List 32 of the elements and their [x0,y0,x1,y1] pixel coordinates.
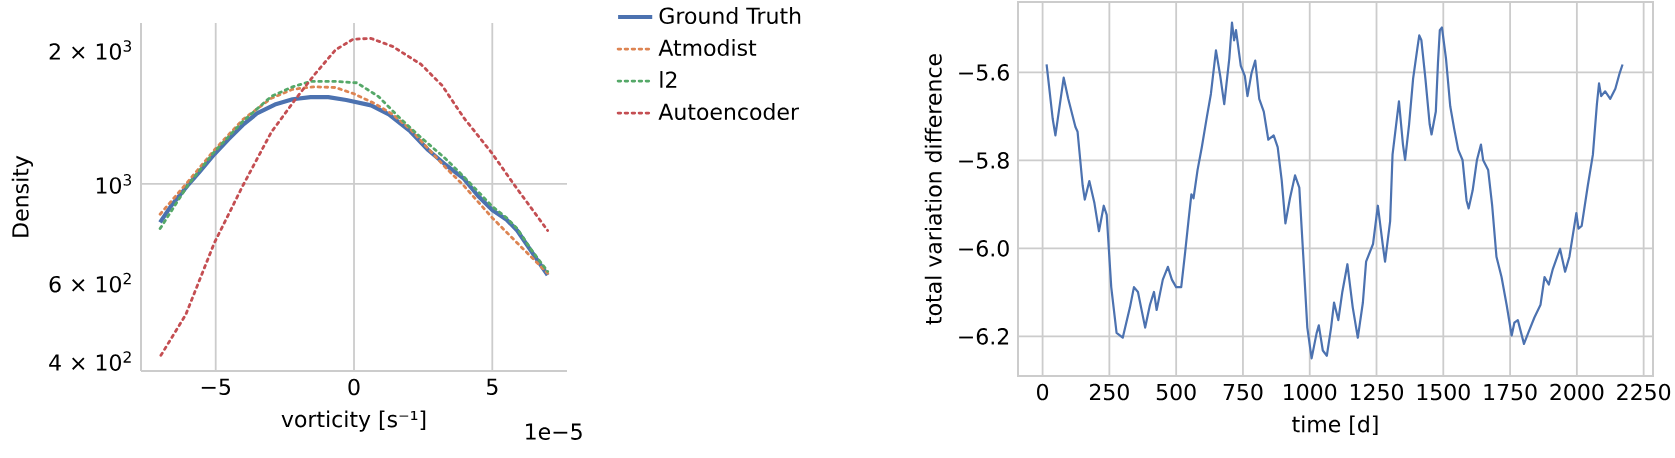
line-series [159,37,550,357]
legend-label: Ground Truth [659,7,801,25]
legend-label: Atmodist [658,39,757,57]
x-tick-label: 750 [1223,383,1263,401]
x-tick-label: 1250 [1350,383,1404,401]
text: 1e−5 [526,423,582,440]
x-tick-label: −5 [201,378,230,396]
x-tick-label: 1750 [1484,383,1537,401]
line-series [1045,21,1624,360]
x-tick-label: 500 [1156,383,1196,401]
x-tick-label: 2000 [1550,383,1604,401]
x-tick-label: 250 [1089,383,1129,401]
y-tick-label: 4 × 10$^{2}$ [49,351,131,371]
y-axis-title: Density [11,155,34,237]
x-tick-label: 0 [1037,383,1049,401]
x-axis-title: time [d] [1292,415,1378,436]
y-tick-label: −5.6 [959,64,1009,81]
x-tick-label: 1000 [1284,383,1337,401]
y-tick-label: 6 × 10$^{2}$ [49,272,131,293]
y-tick-label: 10$^{3}$ [96,174,132,194]
x-tick-label: 0 [348,378,360,396]
x-tick-label: 5 [487,378,498,396]
y-tick-label: −5.8 [959,152,1009,169]
y-tick-label: −6.2 [959,328,1009,345]
legend-label: Autoencoder [658,103,799,121]
y-axis-title: total variation difference [924,54,942,325]
y-tick-label: 2 × 10$^{3}$ [49,40,132,60]
y-tick-label: −6.0 [959,240,1009,257]
x-tick-label: 1500 [1417,383,1470,401]
x-tick-label: 2250 [1617,383,1671,401]
legend-label: l2 [660,71,677,88]
x-axis-title: vorticity [s⁻¹] [281,410,426,432]
